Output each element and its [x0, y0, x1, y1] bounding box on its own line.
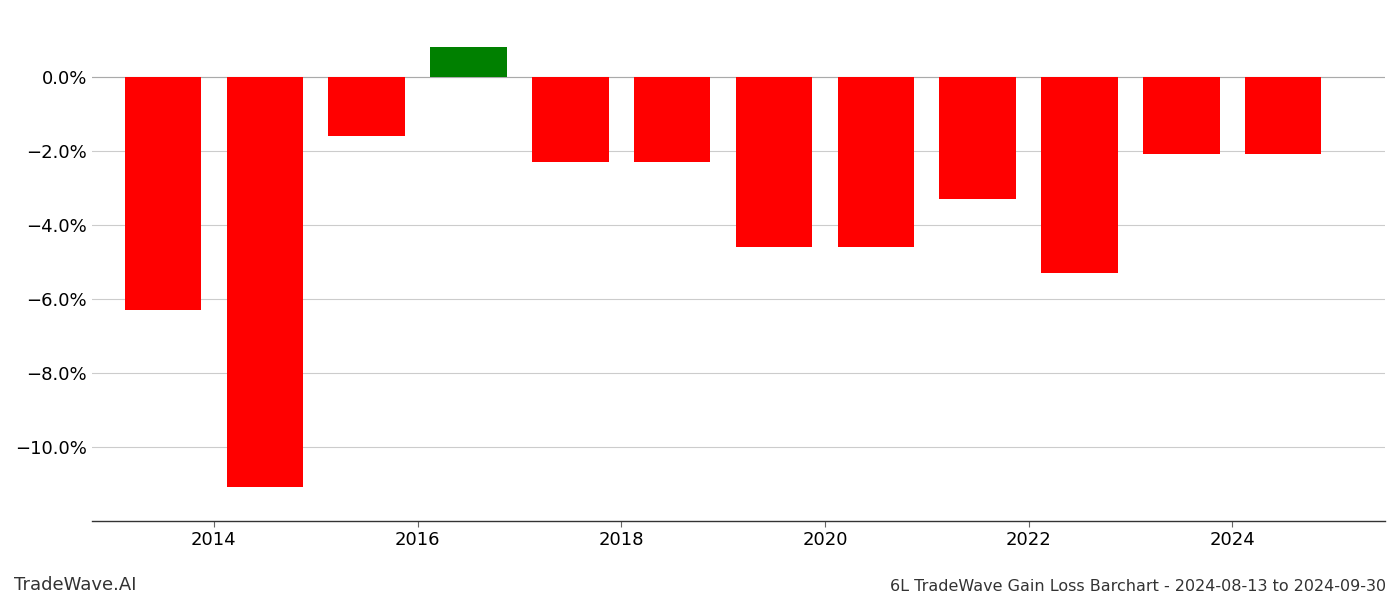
Bar [430, 47, 507, 77]
Text: 6L TradeWave Gain Loss Barchart - 2024-08-13 to 2024-09-30: 6L TradeWave Gain Loss Barchart - 2024-0… [890, 579, 1386, 594]
Text: TradeWave.AI: TradeWave.AI [14, 576, 137, 594]
Bar [837, 77, 914, 247]
Bar [329, 77, 405, 136]
Bar [939, 77, 1016, 199]
Bar [736, 77, 812, 247]
Bar [125, 77, 202, 310]
Bar [532, 77, 609, 161]
Bar [1245, 77, 1322, 154]
Bar [1144, 77, 1219, 154]
Bar [1042, 77, 1117, 272]
Bar [227, 77, 302, 487]
Bar [634, 77, 710, 161]
